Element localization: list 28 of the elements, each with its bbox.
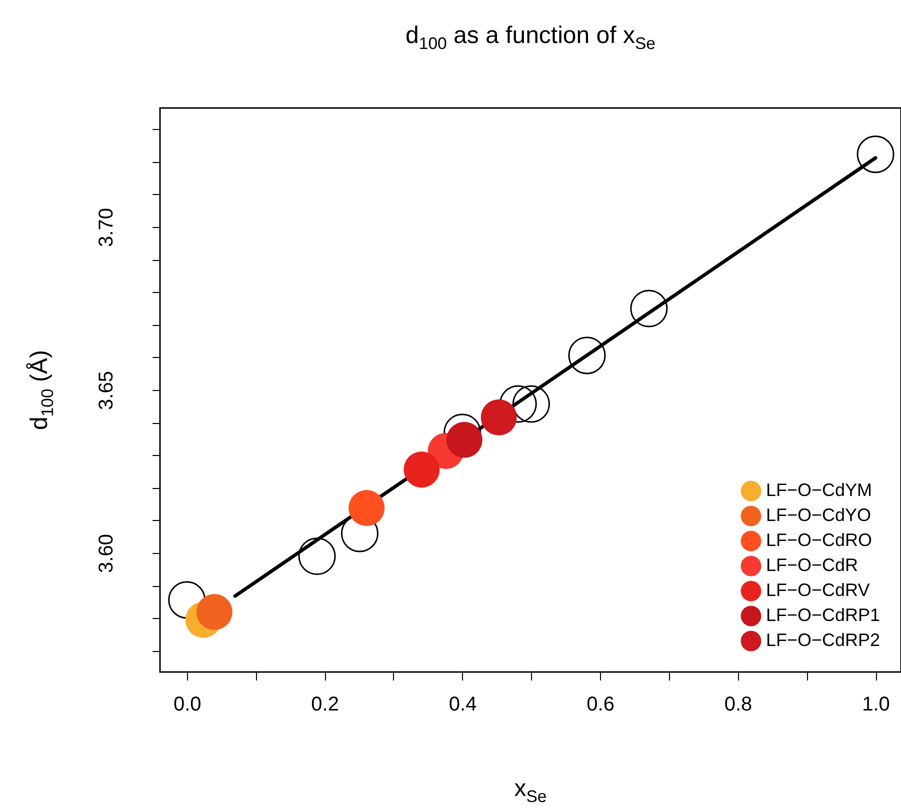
point <box>512 385 550 423</box>
legend-label: LF−O−CdRP2 <box>766 630 880 650</box>
point <box>630 290 668 328</box>
point <box>568 336 606 374</box>
legend-label: LF−O−CdYM <box>766 480 872 500</box>
point <box>196 594 232 630</box>
point <box>404 452 440 488</box>
x-axis-title: x$_{Se}$ <box>513 775 548 807</box>
point <box>856 136 894 174</box>
point <box>348 490 385 526</box>
legend-label: LF−O−CdRO <box>766 530 872 550</box>
x-tick-label: 0.2 <box>311 694 339 716</box>
legend-label: LF−O−CdRP1 <box>766 605 880 625</box>
x-tick-label: 0.0 <box>173 694 202 716</box>
x-tick-label: 0.4 <box>448 694 477 716</box>
legend-label: LF−O−CdR <box>766 555 858 575</box>
legend-label: LF−O−CdYO <box>766 505 872 525</box>
point <box>298 538 336 576</box>
chart-title: d$_{100}$ as a function of x$_{Se}$ <box>404 22 656 54</box>
x-tick-label: 1.0 <box>862 694 890 716</box>
point <box>480 399 517 436</box>
y-tick-label: 3.65 <box>96 371 118 410</box>
x-tick-label: 0.8 <box>724 694 752 716</box>
x-tick-label: 0.6 <box>586 694 614 716</box>
y-tick-label: 3.70 <box>96 208 118 247</box>
y-tick-label: 3.60 <box>96 534 118 573</box>
legend-label: LF−O−CdRV <box>766 580 870 600</box>
point <box>446 422 482 458</box>
